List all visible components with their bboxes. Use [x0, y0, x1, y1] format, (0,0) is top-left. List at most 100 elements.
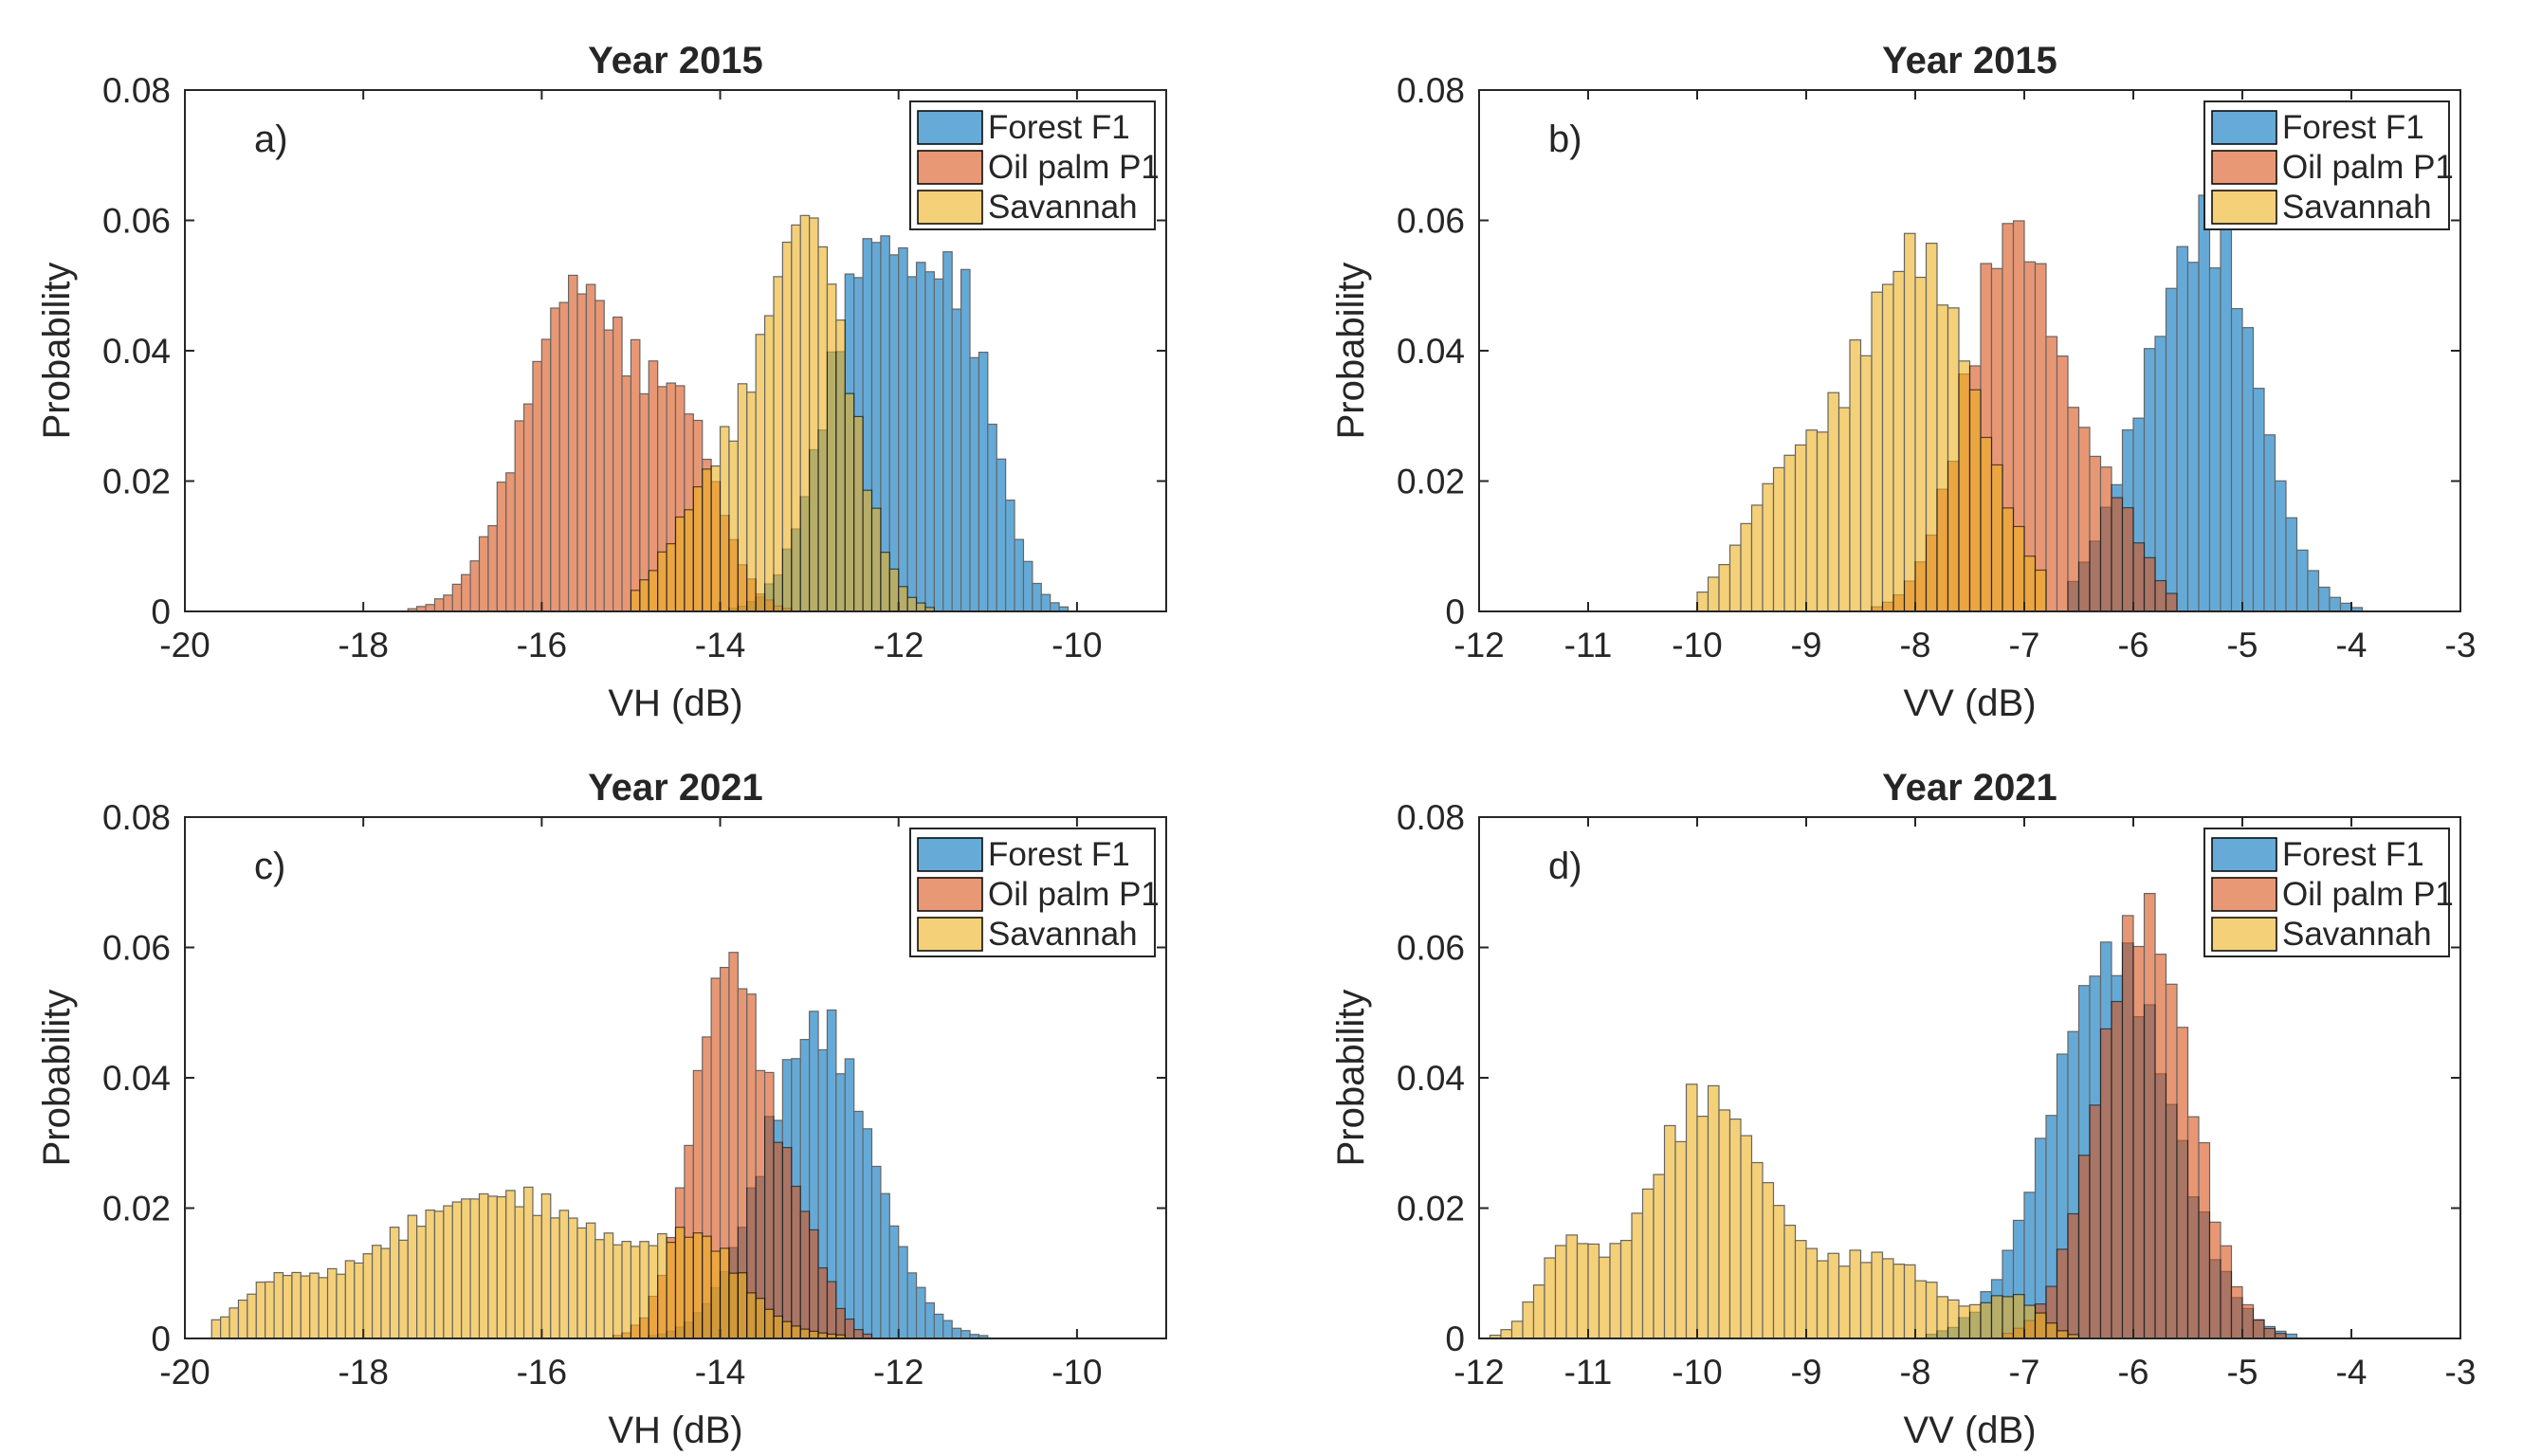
histogram-bar — [2132, 542, 2146, 612]
chart-panel-c: -20 -18 -16 -14 -12 -10 0 0.02 0.04 0.06 0.08 Year … — [36, 767, 1167, 1451]
histogram-bar — [576, 1227, 588, 1339]
legend-entry: Forest F1 — [988, 836, 1130, 873]
histogram-bar — [2241, 327, 2255, 612]
x-tick-label: -18 — [338, 1353, 388, 1392]
histogram-bar — [1837, 1265, 1851, 1339]
histogram-bar — [1750, 1161, 1764, 1339]
histogram-bar — [398, 1239, 409, 1339]
histogram-bar — [799, 1328, 811, 1339]
histogram-bar — [1871, 1251, 1884, 1339]
histogram-bar — [746, 1292, 757, 1339]
histogram-bar — [1958, 360, 1971, 612]
histogram-bar — [2339, 602, 2352, 612]
histogram-bar — [2056, 1248, 2069, 1339]
y-axis-label: Probability — [1330, 990, 1372, 1167]
histogram-bar — [2186, 1116, 2200, 1339]
histogram-bar — [809, 1330, 819, 1339]
histogram-bar — [451, 1201, 463, 1339]
histogram-bar — [1718, 1109, 1731, 1339]
histogram-bar — [2034, 263, 2047, 612]
histogram-bar — [389, 1227, 400, 1339]
histogram-bar — [2220, 228, 2233, 612]
histogram-bar — [719, 426, 730, 612]
histogram-bar — [603, 1232, 614, 1339]
histogram-bar — [2220, 1245, 2233, 1339]
histogram-bar — [2285, 517, 2298, 612]
x-tick-label: -8 — [1900, 626, 1931, 664]
histogram-bar — [1500, 1329, 1513, 1339]
panel-label: a) — [254, 118, 288, 160]
histogram-bar — [853, 415, 864, 612]
histogram-bar — [291, 1271, 302, 1339]
y-tick-label: 0.04 — [1397, 332, 1465, 371]
histogram-bar — [1653, 1174, 1666, 1339]
histogram-bar — [2165, 287, 2178, 612]
histogram-bar — [844, 392, 855, 612]
histogram-bar — [1859, 1262, 1873, 1339]
histogram-bar — [763, 1071, 775, 1339]
histogram-bar — [817, 1266, 829, 1339]
histogram-bar — [1968, 1303, 1982, 1339]
histogram-bar — [835, 1307, 846, 1339]
x-tick-label: -8 — [1900, 1353, 1931, 1392]
histogram-bar — [951, 308, 962, 612]
histogram-bar — [2023, 555, 2037, 612]
histogram-bar — [1544, 1257, 1557, 1339]
y-tick-label: 0 — [1445, 592, 1465, 631]
x-tick-label: -3 — [2445, 626, 2477, 664]
x-tick-label: -9 — [1791, 1353, 1822, 1392]
histogram-bar — [870, 507, 882, 612]
histogram-bar — [558, 1210, 570, 1339]
histogram-bar — [1587, 1243, 1600, 1339]
y-axis-label: Probability — [36, 263, 78, 440]
histogram-bar — [433, 598, 445, 612]
histogram-bar — [309, 1272, 320, 1339]
histogram-bar — [728, 440, 739, 612]
histogram-bar — [1762, 482, 1775, 612]
y-tick-label: 0.08 — [1397, 71, 1465, 110]
histogram-bar — [2045, 1322, 2058, 1339]
histogram-bar — [1837, 407, 1851, 612]
histogram-bar — [1032, 582, 1042, 612]
histogram-bar — [657, 551, 667, 612]
histogram-bar — [755, 1298, 766, 1339]
histogram-bar — [1609, 1243, 1622, 1339]
histogram-bar — [1022, 560, 1033, 612]
histogram-bar — [2208, 1221, 2221, 1339]
x-tick-label: -6 — [2118, 1353, 2149, 1392]
histogram-bar — [791, 224, 801, 612]
histogram-bar — [1510, 1320, 1524, 1339]
histogram-bar — [2132, 945, 2146, 1339]
histogram-bar — [2252, 388, 2265, 612]
histogram-bar — [229, 1307, 240, 1339]
x-tick-label: -12 — [873, 626, 923, 664]
histogram-bar — [2198, 194, 2211, 612]
histogram-bar — [809, 1228, 819, 1339]
histogram-bar — [1849, 1249, 1862, 1339]
histogram-bar — [1980, 436, 1993, 612]
histogram-bar — [265, 1281, 275, 1339]
histogram-bar — [2329, 596, 2342, 612]
histogram-bar — [2176, 1027, 2189, 1339]
y-tick-label: 0.04 — [102, 1059, 171, 1098]
histogram-bar — [853, 1110, 864, 1339]
histogram-bar — [791, 1325, 801, 1339]
histogram-bar — [273, 1272, 284, 1339]
histogram-bar — [558, 301, 570, 612]
histogram-bar — [425, 604, 436, 612]
y-tick-label: 0.06 — [1397, 929, 1465, 968]
histogram-bar — [1816, 1260, 1829, 1339]
histogram-bar — [567, 274, 578, 612]
legend-swatch — [2211, 190, 2277, 225]
histogram-bar — [666, 1242, 677, 1339]
series-savannah — [1489, 1083, 2080, 1339]
histogram-bar — [773, 1141, 784, 1339]
histogram-bar — [702, 468, 712, 612]
histogram-bar — [416, 1226, 427, 1339]
x-tick-label: -20 — [159, 1353, 210, 1392]
histogram-bar — [2077, 427, 2091, 612]
histogram-bar — [1663, 1124, 1676, 1339]
histogram-bar — [1641, 1188, 1655, 1339]
y-tick-label: 0.02 — [102, 1190, 171, 1228]
histogram-bar — [1696, 1116, 1709, 1339]
